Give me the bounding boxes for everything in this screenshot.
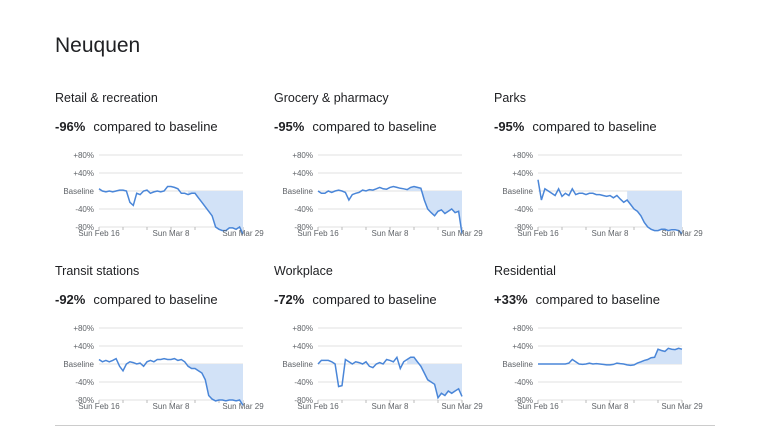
- x-tick-label: Sun Mar 8: [153, 402, 190, 411]
- compare-label: compared to baseline: [93, 119, 218, 134]
- x-tick-label: Sun Feb 16: [78, 402, 120, 411]
- area-fill: [407, 186, 462, 234]
- y-tick-label: -40%: [514, 205, 533, 214]
- y-tick-label: +80%: [73, 151, 94, 160]
- chart-panel: Retail & recreation -96% compared to base…: [55, 91, 270, 251]
- chart-value: -92% compared to baseline: [55, 292, 218, 307]
- chart-title: Transit stations: [55, 264, 140, 278]
- y-tick-label: Baseline: [282, 360, 313, 369]
- percent-change: -92%: [55, 292, 86, 307]
- x-tick-label: Sun Feb 16: [297, 402, 339, 411]
- chart-svg: +80% +40% Baseline -40% -80%Sun Feb 16 Sun Ma…: [502, 324, 703, 411]
- chart-value: -72% compared to baseline: [274, 292, 437, 307]
- chart-title: Grocery & pharmacy: [274, 91, 389, 105]
- y-tick-label: Baseline: [282, 187, 313, 196]
- chart-title: Residential: [494, 264, 556, 278]
- compare-label: compared to baseline: [535, 292, 660, 307]
- chart-title: Workplace: [274, 264, 333, 278]
- y-tick-label: +80%: [512, 151, 533, 160]
- x-tick-label: Sun Mar 29: [661, 229, 703, 238]
- y-tick-label: +40%: [292, 342, 313, 351]
- y-tick-label: +40%: [292, 169, 313, 178]
- chart-panel: Grocery & pharmacy -95% compared to basel…: [274, 91, 489, 251]
- y-tick-label: -80%: [294, 223, 313, 232]
- y-tick-label: +40%: [512, 342, 533, 351]
- compare-label: compared to baseline: [93, 292, 218, 307]
- x-tick-label: Sun Mar 8: [372, 402, 409, 411]
- y-tick-label: -40%: [294, 378, 313, 387]
- x-tick-label: Sun Mar 8: [592, 402, 629, 411]
- x-tick-label: Sun Mar 8: [153, 229, 190, 238]
- chart-value: -95% compared to baseline: [494, 119, 657, 134]
- compare-label: compared to baseline: [312, 119, 437, 134]
- y-tick-label: -40%: [514, 378, 533, 387]
- chart-panel: Parks -95% compared to baseline +80% +40% Ba…: [494, 91, 709, 251]
- chart-svg: +80% +40% Baseline -40% -80%Sun Feb 16 Sun Ma…: [63, 151, 264, 238]
- y-tick-label: +40%: [73, 169, 94, 178]
- chart-svg: +80% +40% Baseline -40% -80%Sun Feb 16 Sun Ma…: [63, 324, 264, 411]
- y-tick-label: +40%: [512, 169, 533, 178]
- y-tick-label: +80%: [73, 324, 94, 333]
- chart-value: +33% compared to baseline: [494, 292, 660, 307]
- area-fill: [627, 191, 682, 234]
- percent-change: -95%: [494, 119, 525, 134]
- y-tick-label: -80%: [514, 223, 533, 232]
- x-tick-label: Sun Feb 16: [517, 229, 559, 238]
- x-tick-label: Sun Feb 16: [517, 402, 559, 411]
- chart-value: -95% compared to baseline: [274, 119, 437, 134]
- percent-change: -95%: [274, 119, 305, 134]
- compare-label: compared to baseline: [532, 119, 657, 134]
- area-fill: [188, 364, 243, 406]
- x-tick-label: Sun Mar 8: [592, 229, 629, 238]
- y-tick-label: -80%: [75, 223, 94, 232]
- y-tick-label: Baseline: [63, 360, 94, 369]
- y-tick-label: +40%: [73, 342, 94, 351]
- x-tick-label: Sun Mar 29: [441, 402, 483, 411]
- chart-svg: +80% +40% Baseline -40% -80%Sun Feb 16 Sun Ma…: [282, 151, 483, 238]
- page-title: Neuquen: [55, 34, 141, 57]
- y-tick-label: -80%: [514, 396, 533, 405]
- y-tick-label: Baseline: [63, 187, 94, 196]
- y-tick-label: -40%: [75, 378, 94, 387]
- y-tick-label: +80%: [292, 151, 313, 160]
- divider: [55, 425, 715, 426]
- percent-change: -96%: [55, 119, 86, 134]
- chart-svg: +80% +40% Baseline -40% -80%Sun Feb 16 Sun Ma…: [502, 151, 703, 238]
- y-tick-label: -40%: [75, 205, 94, 214]
- chart-panel: Transit stations -92% compared to baselin…: [55, 264, 270, 424]
- chart-svg: +80% +40% Baseline -40% -80%Sun Feb 16 Sun Ma…: [282, 324, 483, 411]
- x-tick-label: Sun Mar 29: [441, 229, 483, 238]
- x-tick-label: Sun Feb 16: [78, 229, 120, 238]
- x-tick-label: Sun Mar 29: [222, 229, 264, 238]
- x-tick-label: Sun Mar 29: [222, 402, 264, 411]
- area-fill: [627, 348, 682, 366]
- y-tick-label: +80%: [292, 324, 313, 333]
- compare-label: compared to baseline: [312, 292, 437, 307]
- chart-panel: Workplace -72% compared to baseline +80% +4…: [274, 264, 489, 424]
- chart-value: -96% compared to baseline: [55, 119, 218, 134]
- percent-change: +33%: [494, 292, 528, 307]
- y-tick-label: -80%: [294, 396, 313, 405]
- x-tick-label: Sun Feb 16: [297, 229, 339, 238]
- y-tick-label: -40%: [294, 205, 313, 214]
- chart-panel: Residential +33% compared to baseline +80%…: [494, 264, 709, 424]
- chart-title: Parks: [494, 91, 526, 105]
- y-tick-label: -80%: [75, 396, 94, 405]
- area-fill: [407, 357, 462, 398]
- chart-title: Retail & recreation: [55, 91, 158, 105]
- y-tick-label: Baseline: [502, 187, 533, 196]
- percent-change: -72%: [274, 292, 305, 307]
- y-tick-label: +80%: [512, 324, 533, 333]
- x-tick-label: Sun Mar 8: [372, 229, 409, 238]
- y-tick-label: Baseline: [502, 360, 533, 369]
- x-tick-label: Sun Mar 29: [661, 402, 703, 411]
